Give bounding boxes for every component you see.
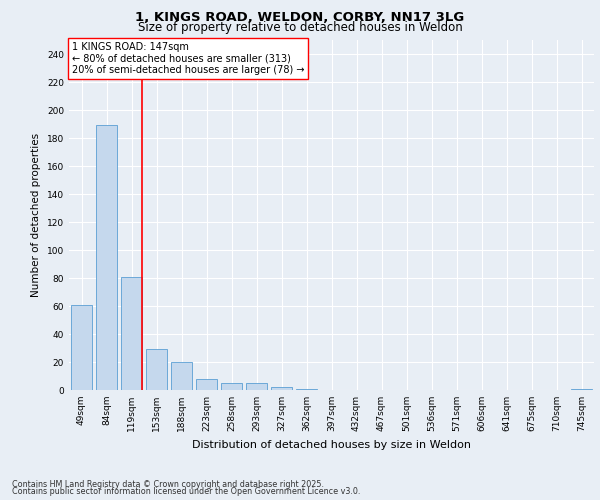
Bar [246, 383, 267, 390]
Bar [196, 379, 217, 390]
Y-axis label: Number of detached properties: Number of detached properties [31, 133, 41, 297]
Text: 1 KINGS ROAD: 147sqm
← 80% of detached houses are smaller (313)
20% of semi-deta: 1 KINGS ROAD: 147sqm ← 80% of detached h… [71, 42, 304, 75]
Bar [271, 387, 292, 390]
Text: Size of property relative to detached houses in Weldon: Size of property relative to detached ho… [137, 21, 463, 34]
Text: Contains public sector information licensed under the Open Government Licence v3: Contains public sector information licen… [12, 487, 361, 496]
Bar [171, 362, 192, 390]
Bar [146, 350, 167, 390]
Bar [296, 388, 317, 390]
Bar [121, 276, 142, 390]
Bar [221, 383, 242, 390]
Bar [571, 388, 592, 390]
Bar [96, 126, 117, 390]
Text: 1, KINGS ROAD, WELDON, CORBY, NN17 3LG: 1, KINGS ROAD, WELDON, CORBY, NN17 3LG [136, 11, 464, 24]
Bar [71, 304, 92, 390]
X-axis label: Distribution of detached houses by size in Weldon: Distribution of detached houses by size … [192, 440, 471, 450]
Text: Contains HM Land Registry data © Crown copyright and database right 2025.: Contains HM Land Registry data © Crown c… [12, 480, 324, 489]
